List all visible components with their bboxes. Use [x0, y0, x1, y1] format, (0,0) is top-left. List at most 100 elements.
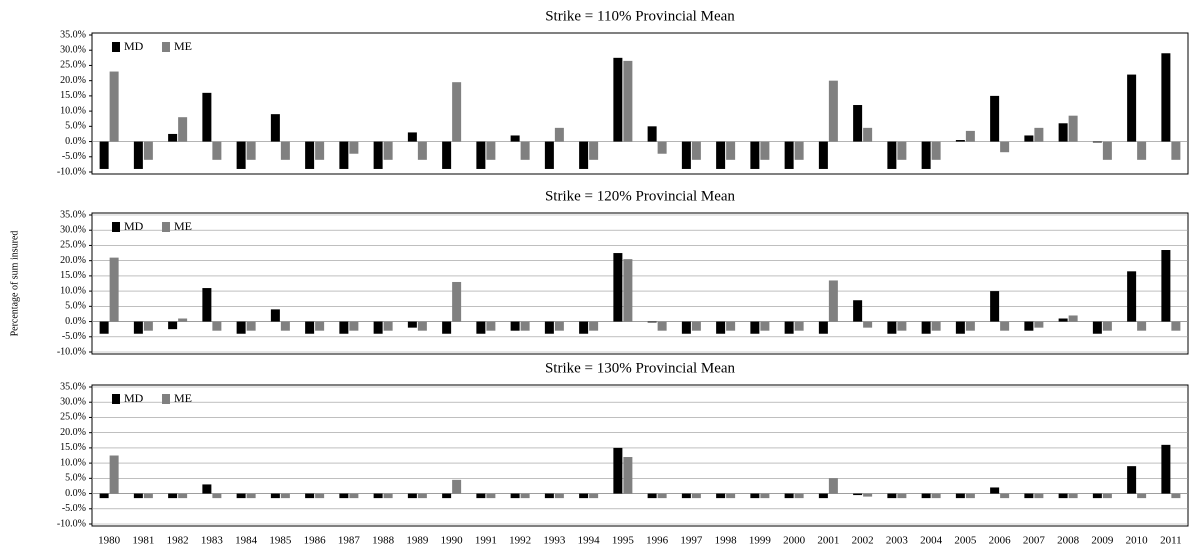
bar [1000, 493, 1010, 499]
bar [143, 321, 153, 331]
bar [1161, 250, 1171, 322]
bar [887, 321, 897, 334]
bar [109, 71, 119, 142]
y-tick-label: 25.0% [60, 240, 86, 251]
bar [818, 493, 828, 499]
y-tick-label: 35.0% [60, 29, 86, 40]
bar [510, 135, 520, 142]
x-tick-label: 1990 [441, 535, 464, 547]
bar [750, 493, 760, 499]
bar [246, 493, 256, 499]
x-tick-label: 2005 [954, 535, 977, 547]
bar [1137, 493, 1147, 499]
x-tick-label: 1993 [543, 535, 566, 547]
bar [931, 141, 941, 160]
bar [579, 493, 589, 499]
bar [623, 60, 633, 142]
bar [1024, 321, 1034, 331]
bar [955, 321, 965, 334]
x-tick-label: 1998 [715, 535, 738, 547]
y-tick-label: 15.0% [60, 442, 86, 453]
bar [579, 141, 589, 169]
bar [863, 493, 873, 497]
x-tick-label: 2006 [989, 535, 1012, 547]
bar [760, 321, 770, 331]
legend-label: ME [174, 391, 192, 405]
bar [1137, 141, 1147, 160]
legend-swatch [112, 222, 120, 232]
bar [1102, 493, 1112, 499]
bar [1034, 127, 1044, 142]
bar [349, 321, 359, 331]
bar [520, 493, 530, 499]
bar [99, 493, 109, 499]
x-tick-label: 2003 [886, 535, 909, 547]
bar [202, 92, 212, 142]
bar [1092, 493, 1102, 499]
bar [178, 493, 188, 499]
bar [476, 141, 486, 169]
y-tick-label: 0.0% [65, 136, 86, 147]
bar [1092, 321, 1102, 334]
bar [554, 493, 564, 499]
bar [931, 321, 941, 331]
x-tick-label: 1985 [269, 535, 292, 547]
bar [726, 321, 736, 331]
bar [853, 300, 863, 322]
bar [1102, 321, 1112, 331]
bar [647, 321, 657, 323]
bar [965, 493, 975, 499]
bar [897, 493, 907, 499]
x-tick-label: 1983 [201, 535, 224, 547]
bar [236, 321, 246, 334]
bar [716, 141, 726, 169]
x-tick-label: 2002 [852, 535, 874, 547]
bar [657, 141, 667, 154]
bar [1058, 318, 1068, 322]
y-tick-label: -5.0% [62, 503, 86, 514]
bar [417, 493, 427, 499]
y-tick-label: -5.0% [62, 151, 86, 162]
bar [613, 57, 623, 142]
x-tick-label: 1986 [304, 535, 327, 547]
y-tick-label: 20.0% [60, 75, 86, 86]
y-axis-label: Percentage of sum insured [9, 231, 20, 337]
y-tick-label: 10.0% [60, 105, 86, 116]
y-tick-label: 15.0% [60, 270, 86, 281]
bar [373, 321, 383, 334]
y-tick-label: -10.0% [57, 346, 86, 357]
bar [1102, 141, 1112, 160]
bar [1171, 141, 1181, 160]
bar [613, 447, 623, 494]
bar [417, 321, 427, 331]
y-tick-label: 20.0% [60, 255, 86, 266]
x-tick-label: 1996 [646, 535, 669, 547]
bar [784, 321, 794, 334]
bar [853, 493, 863, 496]
bar [442, 321, 452, 334]
bar [1024, 135, 1034, 142]
bar [613, 253, 623, 322]
bar [315, 493, 325, 499]
bar [236, 493, 246, 499]
bar [921, 493, 931, 499]
bar [965, 130, 975, 142]
plot-frame [91, 384, 1189, 527]
y-tick-label: 30.0% [60, 225, 86, 236]
bar [623, 259, 633, 322]
bar [921, 321, 931, 334]
bar [1127, 74, 1137, 142]
x-tick-label: 2004 [920, 535, 943, 547]
bar [544, 141, 554, 169]
bar [168, 493, 178, 499]
bar [520, 141, 530, 160]
bar [486, 493, 496, 499]
bar [212, 321, 222, 331]
x-tick-label: 1984 [235, 535, 258, 547]
chart-title: Strike = 120% Provincial Mean [545, 188, 736, 204]
bar [143, 493, 153, 499]
plot-frame [91, 212, 1189, 355]
bar [407, 321, 417, 328]
y-tick-label: 35.0% [60, 209, 86, 220]
